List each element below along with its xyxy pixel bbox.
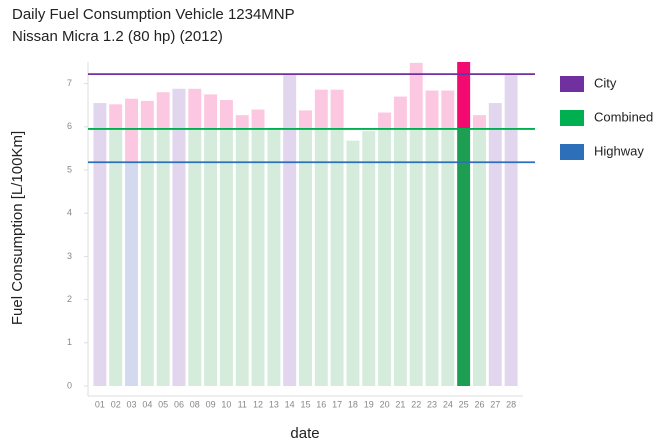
bar-excess <box>299 110 312 129</box>
x-tick-label: 06 <box>174 399 184 409</box>
x-tick-label: 25 <box>459 399 469 409</box>
legend-swatch <box>560 76 584 92</box>
bar-base <box>235 128 249 386</box>
bar-base <box>472 128 486 386</box>
bar-base <box>314 128 328 386</box>
x-tick-label: 27 <box>490 399 500 409</box>
bar-excess <box>330 89 344 129</box>
bar-base <box>172 88 186 386</box>
legend-label: Combined <box>594 109 653 124</box>
bar-base <box>425 128 439 386</box>
x-tick-label: 21 <box>395 399 405 409</box>
bar-excess <box>219 100 233 129</box>
bar-base <box>457 128 471 386</box>
bar-excess <box>441 90 455 129</box>
bar-base <box>504 74 518 386</box>
bar-excess <box>204 94 218 129</box>
x-tick-label: 08 <box>190 399 200 409</box>
x-tick-label: 16 <box>316 399 326 409</box>
bar-excess <box>125 98 139 163</box>
x-tick-label: 22 <box>411 399 421 409</box>
bar-base <box>251 128 265 386</box>
y-tick-label: 3 <box>67 251 72 261</box>
x-tick-label: 13 <box>269 399 279 409</box>
bar-base <box>283 74 297 386</box>
legend-swatch <box>560 110 584 126</box>
x-tick-label: 20 <box>380 399 390 409</box>
x-tick-label: 10 <box>221 399 231 409</box>
bar-base <box>393 128 407 386</box>
y-tick-label: 4 <box>67 208 72 218</box>
x-tick-label: 26 <box>474 399 484 409</box>
bar-base <box>204 128 218 386</box>
x-axis-label: date <box>290 425 319 442</box>
y-axis-label: Fuel Consumption [L/100Km] <box>9 131 26 325</box>
y-tick-label: 5 <box>67 164 72 174</box>
x-tick-label: 11 <box>238 399 247 409</box>
bar-base <box>299 128 312 386</box>
x-tick-label: 05 <box>158 399 168 409</box>
chart-subtitle: Nissan Micra 1.2 (80 hp) (2012) <box>12 28 223 45</box>
y-tick-label: 1 <box>67 337 72 347</box>
bar-base <box>219 128 233 386</box>
x-tick-label: 02 <box>111 399 121 409</box>
bar-excess <box>235 115 249 129</box>
bar-base <box>378 128 392 386</box>
bar-base <box>267 128 281 386</box>
bar-base <box>409 128 423 386</box>
x-tick-label: 23 <box>427 399 437 409</box>
bar-base <box>156 128 170 386</box>
legend-label: City <box>594 75 617 90</box>
bar-base <box>362 131 376 386</box>
bar-base <box>330 128 344 386</box>
bar-base <box>125 162 139 386</box>
x-tick-label: 28 <box>506 399 516 409</box>
bar-excess <box>251 109 265 129</box>
bar-base <box>441 128 455 386</box>
bar-excess <box>109 104 123 129</box>
bar-base <box>109 128 123 386</box>
bar-excess <box>472 115 486 129</box>
y-tick-label: 0 <box>67 380 72 390</box>
x-tick-label: 03 <box>127 399 137 409</box>
bar-excess <box>156 92 170 129</box>
y-tick-label: 2 <box>67 294 72 304</box>
bar-excess <box>378 112 392 129</box>
bar-excess <box>425 90 439 129</box>
legend-label: Highway <box>594 143 644 158</box>
bar-base <box>488 103 502 386</box>
bar-excess <box>393 96 407 129</box>
bar-excess <box>457 62 471 129</box>
bar-excess <box>188 88 202 129</box>
x-tick-label: 19 <box>364 399 374 409</box>
bar-excess <box>409 62 423 129</box>
chart-title: Daily Fuel Consumption Vehicle 1234MNP <box>12 6 295 23</box>
x-tick-label: 14 <box>285 399 295 409</box>
x-tick-label: 09 <box>206 399 216 409</box>
bar-base <box>188 128 202 386</box>
x-tick-label: 01 <box>95 399 105 409</box>
y-tick-label: 6 <box>67 121 72 131</box>
bar-excess <box>140 100 154 129</box>
bar-base <box>346 140 360 386</box>
x-tick-label: 17 <box>332 399 342 409</box>
x-tick-label: 18 <box>348 399 358 409</box>
x-tick-label: 04 <box>142 399 152 409</box>
x-tick-label: 24 <box>443 399 453 409</box>
bar-excess <box>314 89 328 129</box>
y-tick-label: 7 <box>67 78 72 88</box>
bar-base <box>140 128 154 386</box>
bar-base <box>93 103 107 386</box>
x-tick-label: 15 <box>300 399 310 409</box>
x-tick-label: 12 <box>253 399 263 409</box>
legend-swatch <box>560 144 584 160</box>
